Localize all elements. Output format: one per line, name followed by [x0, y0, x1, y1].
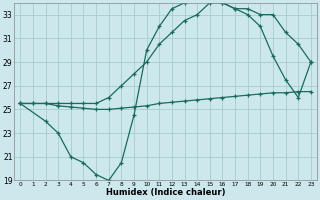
- X-axis label: Humidex (Indice chaleur): Humidex (Indice chaleur): [106, 188, 225, 197]
